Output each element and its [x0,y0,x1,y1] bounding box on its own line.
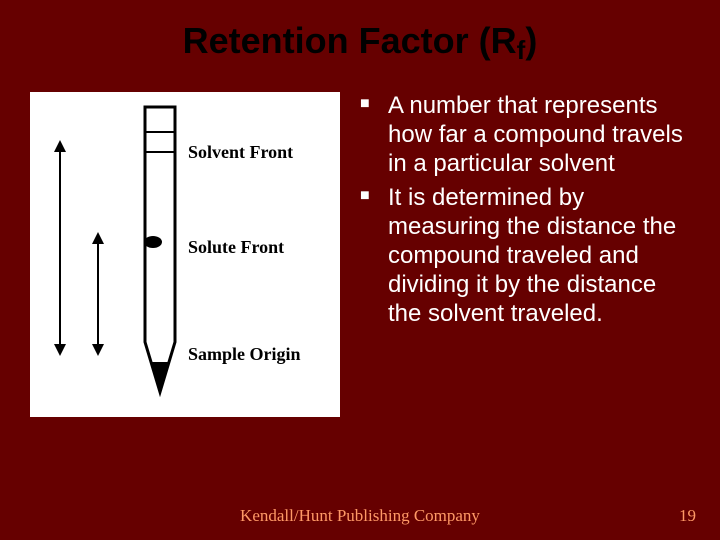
arrow-full [59,150,61,346]
title-text: Retention Factor (R [183,20,517,61]
footer-publisher: Kendall/Hunt Publishing Company [0,506,720,526]
label-sample-origin: Sample Origin [188,344,301,365]
bullet-text: It is determined by measuring the distan… [388,184,676,326]
list-item: It is determined by measuring the distan… [360,184,690,328]
label-solute-front: Solute Front [188,237,284,258]
bullet-list: A number that represents how far a compo… [360,92,690,417]
footer-page-number: 19 [679,506,696,526]
arrow-head-down-icon [54,344,66,356]
chromatography-diagram: Solvent Front Solute Front Sample Origin [30,92,340,417]
title-close: ) [525,20,537,61]
diagram-svg [30,92,340,417]
title-subscript: f [517,35,526,65]
arrow-solute [97,242,99,346]
content-area: Solvent Front Solute Front Sample Origin… [0,62,720,417]
slide-title: Retention Factor (Rf) [0,0,720,62]
list-item: A number that represents how far a compo… [360,92,690,178]
label-solvent-front: Solvent Front [188,142,293,163]
arrow-head-down-icon [92,344,104,356]
bullet-text: A number that represents how far a compo… [388,92,683,177]
